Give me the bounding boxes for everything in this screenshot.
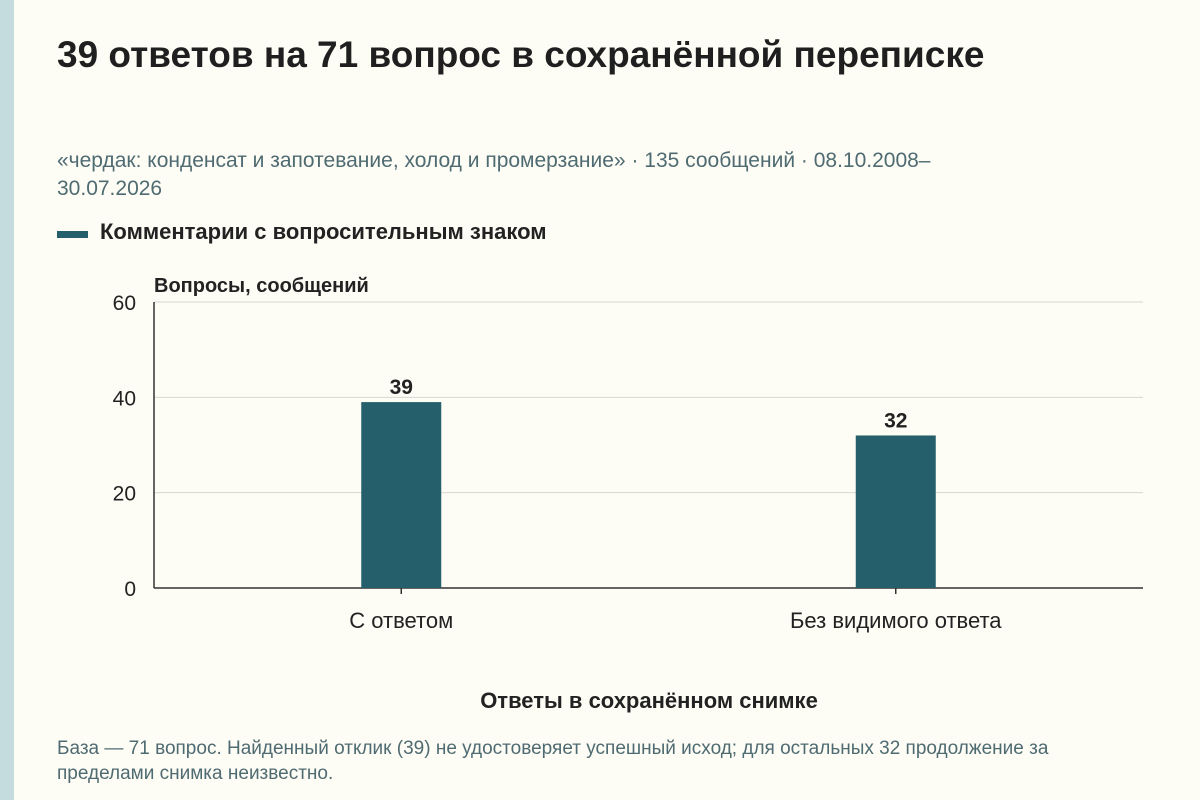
y-tick-label: 40	[113, 387, 136, 410]
x-tick-label: С ответом	[349, 608, 453, 633]
y-tick-label: 20	[113, 483, 136, 506]
y-axis-title: Вопросы, сообщений	[154, 275, 369, 297]
y-tick-label: 60	[113, 292, 136, 315]
bar-data-label: 32	[884, 409, 907, 432]
bar-2	[855, 435, 936, 588]
x-tick-label: Без видимого ответа	[790, 608, 1002, 633]
bar-data-label: 39	[390, 376, 413, 399]
legend-swatch	[57, 230, 88, 238]
footnote: База — 71 вопрос. Найденный отклик (39) …	[57, 738, 1049, 784]
legend-label: Комментарии с вопросительным знаком	[100, 219, 547, 244]
x-axis-title: Ответы в сохранённом снимке	[480, 688, 818, 713]
y-tick-label: 0	[124, 578, 136, 601]
bar-chart: 0 20 40 60 Вопросы, сообщений 39 С ответом 32 Бе…	[113, 275, 1143, 713]
chart-title: 39 ответов на 71 вопрос в сохранённой пе…	[57, 34, 985, 75]
accent-strip	[0, 0, 14, 800]
bar-1	[361, 402, 442, 588]
chart-subtitle: «чердак: конденсат и запотевание, холод …	[57, 149, 931, 200]
legend: Комментарии с вопросительным знаком	[57, 219, 547, 245]
